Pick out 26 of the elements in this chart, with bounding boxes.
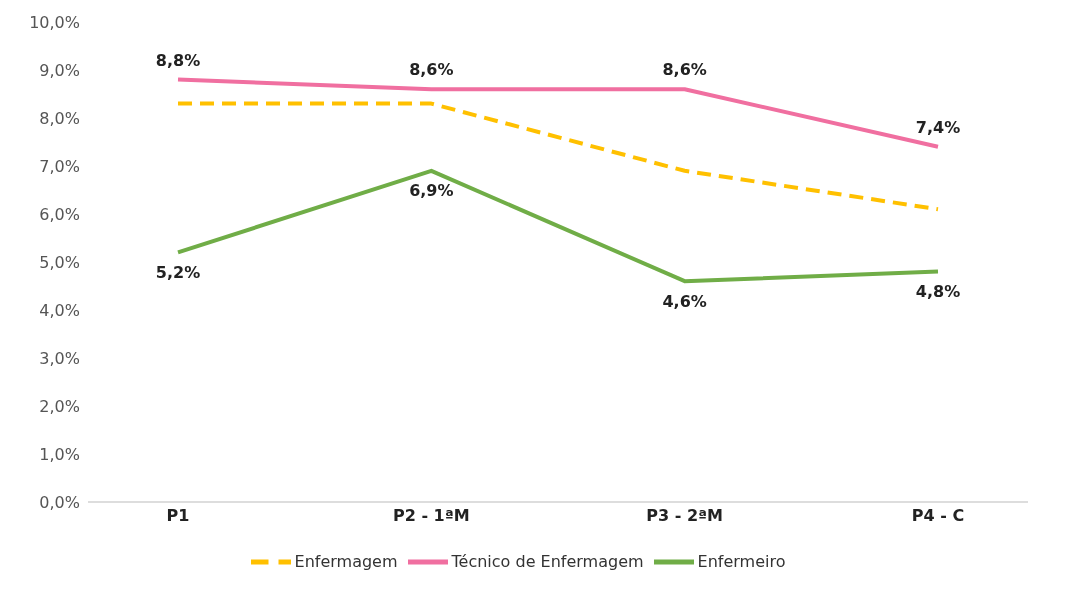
y-tick-label: 8,0% xyxy=(39,108,80,128)
y-tick-label: 7,0% xyxy=(39,156,80,176)
y-tick-label: 0,0% xyxy=(39,492,80,512)
data-label: 4,6% xyxy=(662,291,707,311)
y-tick-label: 10,0% xyxy=(29,12,80,32)
data-label: 8,8% xyxy=(155,50,201,70)
data-label: 5,2% xyxy=(155,262,201,282)
data-label: 6,9% xyxy=(409,181,454,201)
data-label: 8,6% xyxy=(662,60,707,80)
data-label: 4,8% xyxy=(915,281,961,301)
y-tick-label: 1,0% xyxy=(39,444,80,464)
legend-label: Enfermagem xyxy=(294,551,398,571)
y-tick-label: 5,0% xyxy=(39,252,80,272)
y-tick-label: 2,0% xyxy=(39,396,80,416)
y-tick-label: 3,0% xyxy=(39,348,80,368)
y-tick-label: 9,0% xyxy=(39,60,80,80)
x-tick-label: P1 xyxy=(166,506,190,526)
x-tick-label: P2 - 1ªM xyxy=(392,506,470,526)
y-tick-label: 6,0% xyxy=(39,204,80,224)
x-tick-label: P4 - C xyxy=(911,506,965,526)
legend-label: Técnico de Enfermagem xyxy=(451,551,644,571)
x-tick-label: P3 - 2ªM xyxy=(646,506,724,526)
data-label: 8,6% xyxy=(409,60,454,80)
y-tick-label: 4,0% xyxy=(39,300,80,320)
data-label: 7,4% xyxy=(915,117,961,137)
legend-label: Enfermeiro xyxy=(697,551,786,571)
